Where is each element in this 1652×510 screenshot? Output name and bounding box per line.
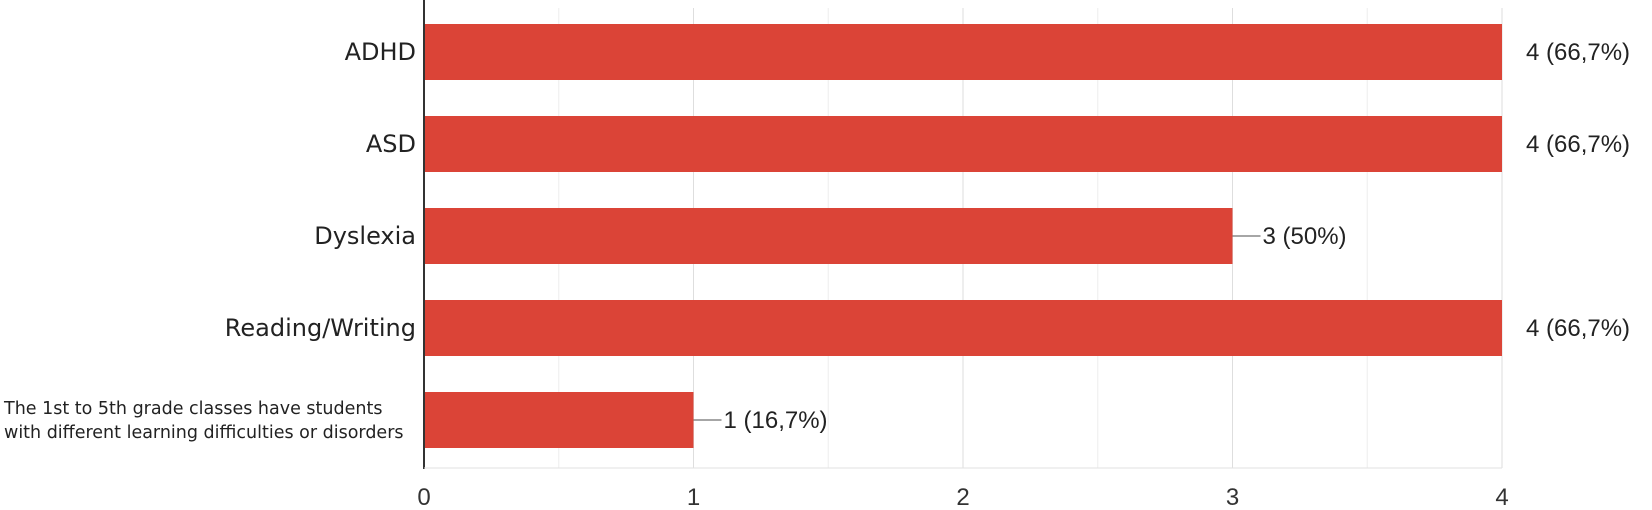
bar[interactable] <box>424 208 1233 264</box>
data-label: 3 (50%) <box>1263 223 1347 250</box>
x-tick-label: 1 <box>687 484 700 510</box>
x-tick-label: 2 <box>956 484 969 510</box>
category-label-line: The 1st to 5th grade classes have studen… <box>3 399 382 419</box>
data-label: 4 (66,7%) <box>1526 131 1630 158</box>
axes <box>423 0 1502 469</box>
bar[interactable] <box>424 116 1502 172</box>
bars <box>424 24 1502 448</box>
bar[interactable] <box>424 300 1502 356</box>
data-label: 1 (16,7%) <box>724 407 828 434</box>
labels: ADHD 4 (66,7%) ASD 4 (66,7%) Dyslexia 3 (50%)… <box>3 38 1630 510</box>
x-tick-label: 4 <box>1495 484 1508 510</box>
x-tick-label: 0 <box>417 484 430 510</box>
category-label: ASD <box>366 130 416 158</box>
data-label: 4 (66,7%) <box>1526 315 1630 342</box>
category-label: ADHD <box>345 38 416 66</box>
category-label: Dyslexia <box>314 222 416 250</box>
category-label-line: with different learning difficulties or … <box>4 423 404 443</box>
x-tick-label: 3 <box>1226 484 1239 510</box>
category-label: Reading/Writing <box>225 314 416 342</box>
bar[interactable] <box>424 392 694 448</box>
bar[interactable] <box>424 24 1502 80</box>
data-label: 4 (66,7%) <box>1526 39 1630 66</box>
